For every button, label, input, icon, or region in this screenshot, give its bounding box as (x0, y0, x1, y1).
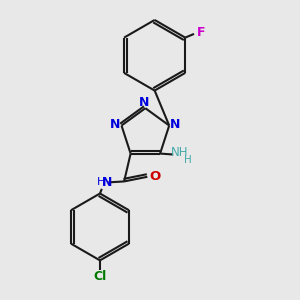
Text: H: H (184, 154, 192, 165)
Text: H: H (97, 177, 106, 188)
Text: N: N (110, 118, 121, 131)
Text: NH: NH (170, 146, 188, 159)
Text: O: O (150, 170, 161, 183)
Text: N: N (170, 118, 180, 131)
Text: F: F (197, 26, 205, 38)
Text: Cl: Cl (93, 270, 106, 283)
Text: N: N (102, 176, 112, 189)
Text: N: N (139, 96, 150, 109)
